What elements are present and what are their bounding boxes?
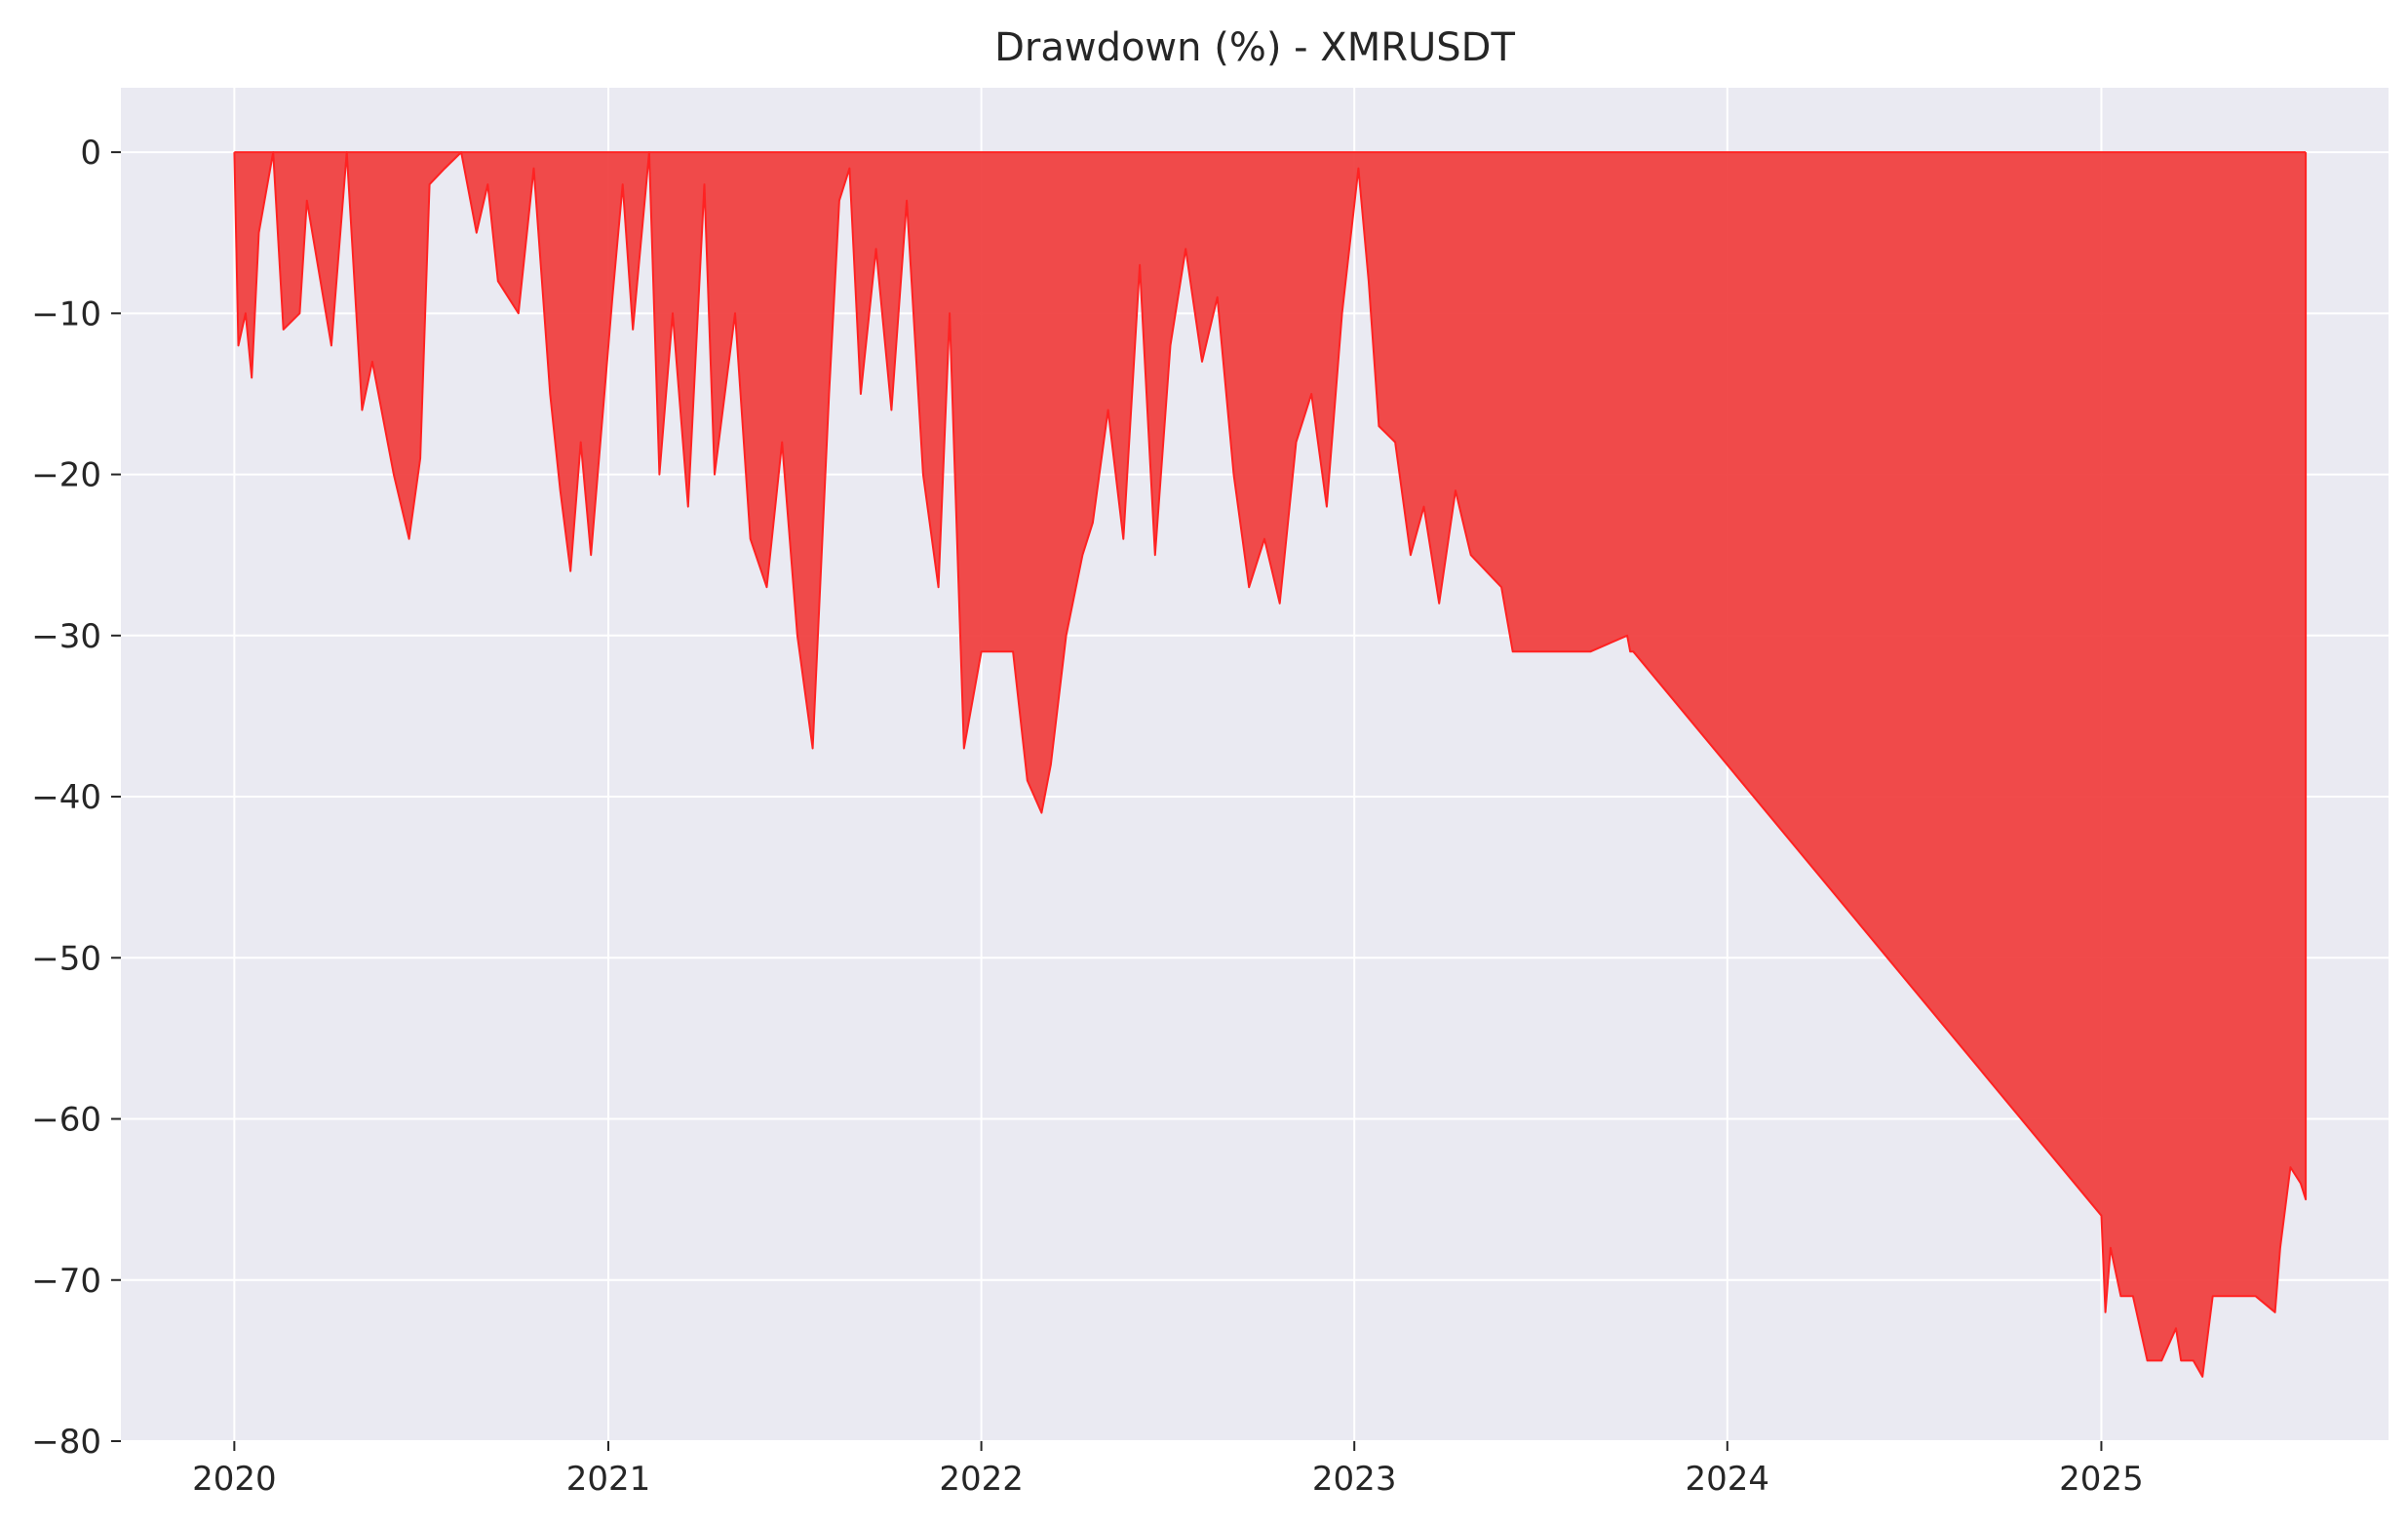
drawdown-line <box>233 151 2308 1378</box>
drawdown-fill <box>234 152 2307 1377</box>
y-tick-label: −10 <box>31 294 101 333</box>
x-tick-label: 2024 <box>1686 1460 1770 1499</box>
x-tick-label: 2025 <box>2059 1460 2144 1499</box>
x-tick-label: 2022 <box>939 1460 1024 1499</box>
x-tick-label: 2020 <box>192 1460 277 1499</box>
y-axis: 0 −10 −20 −30 −40 −50 −60 −70 −80 <box>31 134 121 1462</box>
x-tick-label: 2023 <box>1312 1460 1397 1499</box>
y-tick-label: −50 <box>31 939 101 978</box>
y-tick-label: −70 <box>31 1262 101 1301</box>
y-tick-label: −20 <box>31 456 101 495</box>
y-tick-label: −40 <box>31 778 101 817</box>
chart-title: Drawdown (%) - XMRUSDT <box>994 25 1515 70</box>
y-tick-label: −30 <box>31 617 101 656</box>
y-tick-label: 0 <box>80 134 101 173</box>
x-tick-label: 2021 <box>566 1460 651 1499</box>
x-axis: 2020 2021 2022 2023 2024 2025 <box>192 1441 2144 1499</box>
y-tick-label: −60 <box>31 1101 101 1140</box>
y-tick-label: −80 <box>31 1423 101 1462</box>
drawdown-area-series <box>233 151 2308 1378</box>
